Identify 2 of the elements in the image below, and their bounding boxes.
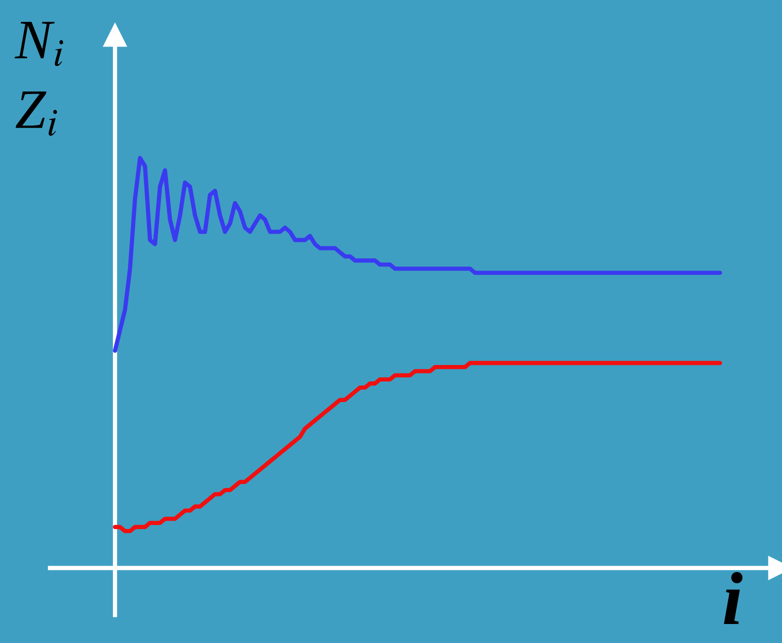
y-axis-title: N$_{i}$ Z$_{i}$ [14,22,64,136]
x-axis-title: i [724,572,743,624]
